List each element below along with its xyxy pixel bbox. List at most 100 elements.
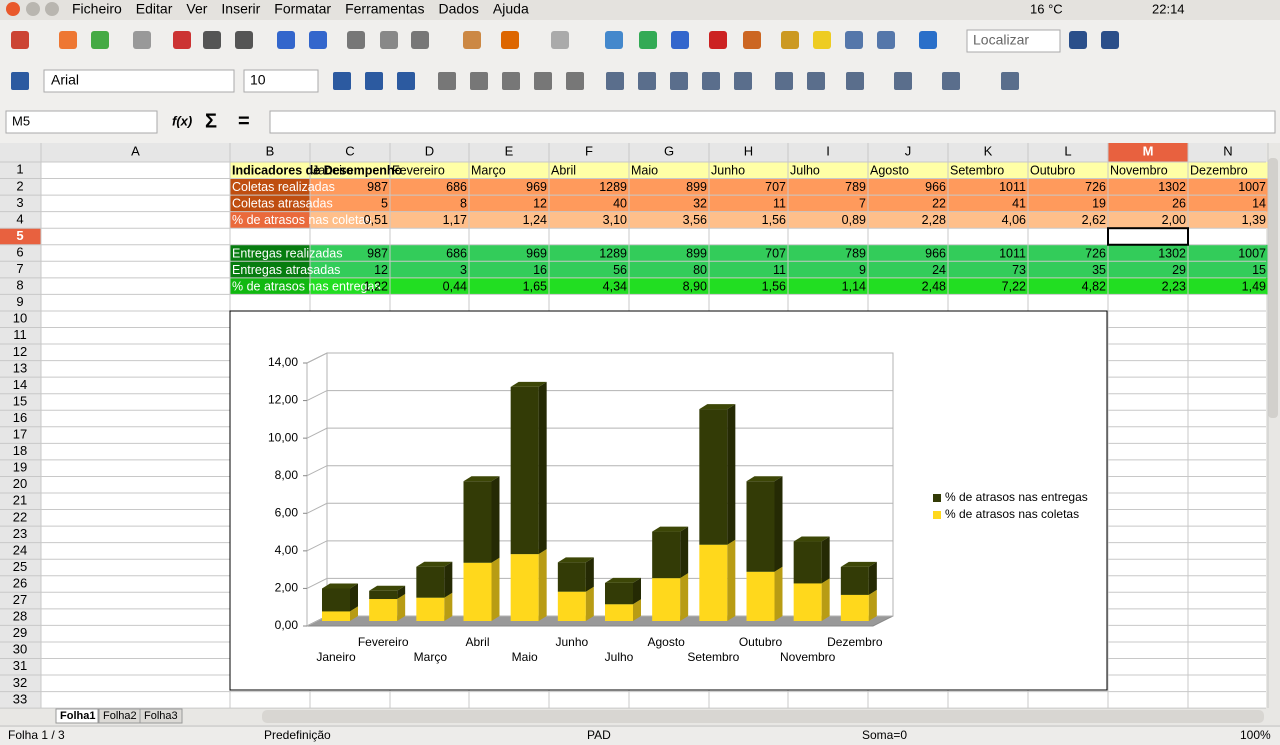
formula-symbol[interactable]: f(x)	[172, 113, 192, 128]
menu-item[interactable]: Formatar	[274, 1, 331, 17]
toolbar-icon[interactable]	[11, 31, 29, 49]
close-button[interactable]	[6, 2, 20, 16]
toolbar-icon[interactable]	[173, 31, 191, 49]
toolbar-icon[interactable]	[380, 31, 398, 49]
formula-symbol[interactable]: Σ	[205, 110, 217, 132]
column-header: H	[744, 143, 753, 158]
sheet-tab-label[interactable]: Folha2	[103, 710, 137, 722]
cell	[788, 244, 868, 262]
toolbar-icon[interactable]	[463, 31, 481, 49]
y-tick-label: 12,00	[268, 393, 298, 407]
toolbar-icon[interactable]	[309, 31, 327, 49]
toolbar-icon[interactable]	[1069, 31, 1087, 49]
cell-text: 789	[845, 246, 866, 260]
toolbar-icon[interactable]	[702, 72, 720, 90]
toolbar-icon[interactable]	[894, 72, 912, 90]
menu-item[interactable]: Ferramentas	[345, 1, 424, 17]
menu-item[interactable]: Editar	[136, 1, 173, 17]
cell-text: 1007	[1238, 180, 1266, 194]
toolbar-icon[interactable]	[235, 31, 253, 49]
toolbar-icon[interactable]	[566, 72, 584, 90]
toolbar-icon[interactable]	[605, 31, 623, 49]
name-box[interactable]	[5, 110, 158, 134]
toolbar-icon[interactable]	[333, 72, 351, 90]
toolbar-icon[interactable]	[775, 72, 793, 90]
toolbar-icon[interactable]	[942, 72, 960, 90]
menu-item[interactable]: Ficheiro	[72, 1, 122, 17]
toolbar-icon[interactable]	[91, 31, 109, 49]
cell	[390, 195, 469, 212]
cell	[948, 244, 1028, 262]
cell-text: Setembro	[950, 164, 1004, 178]
toolbar-icon[interactable]	[606, 72, 624, 90]
toolbar-icon[interactable]	[781, 31, 799, 49]
toolbar-icon[interactable]	[347, 31, 365, 49]
sheet-tab[interactable]	[55, 708, 99, 724]
search-label[interactable]: Localizar	[973, 32, 1029, 48]
menu-item[interactable]: Ajuda	[493, 1, 529, 17]
toolbar-icon[interactable]	[203, 31, 221, 49]
sheet-tab-label[interactable]: Folha1	[60, 710, 95, 722]
v-scroll-thumb[interactable]	[1268, 158, 1278, 418]
toolbar-icon[interactable]	[411, 31, 429, 49]
toolbar-icon[interactable]	[638, 72, 656, 90]
toolbar-icon[interactable]	[438, 72, 456, 90]
column-header: E	[505, 143, 514, 158]
toolbar-icon[interactable]	[807, 72, 825, 90]
cell-text: 1,49	[1242, 279, 1266, 293]
toolbar-icon[interactable]	[877, 31, 895, 49]
maximize-button[interactable]	[45, 2, 59, 16]
toolbar-icon[interactable]	[1101, 31, 1119, 49]
toolbar-icon[interactable]	[919, 31, 937, 49]
toolbar-icon[interactable]	[502, 72, 520, 90]
search-box[interactable]	[966, 29, 1061, 53]
size-box[interactable]	[243, 69, 319, 93]
toolbar-icon[interactable]	[813, 31, 831, 49]
menu-item[interactable]: Dados	[438, 1, 478, 17]
cell	[390, 261, 469, 278]
toolbar-icon[interactable]	[743, 31, 761, 49]
toolbar-icon[interactable]	[133, 31, 151, 49]
toolbar-icon[interactable]	[501, 31, 519, 49]
toolbar-icon[interactable]	[365, 72, 383, 90]
toolbar-icon[interactable]	[470, 72, 488, 90]
toolbar-icon[interactable]	[277, 31, 295, 49]
cell	[1108, 244, 1188, 262]
formula-symbol[interactable]: =	[238, 110, 250, 132]
toolbar-icon[interactable]	[709, 31, 727, 49]
font-box[interactable]	[43, 69, 235, 93]
cell-text: 3,56	[683, 213, 707, 227]
toolbar-icon[interactable]	[397, 72, 415, 90]
toolbar-icon[interactable]	[845, 31, 863, 49]
toolbar-icon[interactable]	[534, 72, 552, 90]
cell	[629, 178, 709, 196]
toolbar-icon[interactable]	[551, 31, 569, 49]
row-header: 10	[13, 311, 27, 326]
sheet-tab[interactable]	[139, 708, 183, 724]
toolbar-icon[interactable]	[1001, 72, 1019, 90]
cell	[469, 244, 549, 262]
bar-top	[605, 577, 641, 583]
font-name[interactable]: Arial	[51, 72, 79, 88]
toolbar-icon[interactable]	[11, 72, 29, 90]
h-scrollbar[interactable]	[262, 710, 1264, 723]
toolbar-icon[interactable]	[734, 72, 752, 90]
toolbar-icon[interactable]	[59, 31, 77, 49]
toolbar-icon[interactable]	[639, 31, 657, 49]
minimize-button[interactable]	[26, 2, 40, 16]
menu-item[interactable]: Inserir	[221, 1, 260, 17]
cell-ref[interactable]: M5	[12, 113, 30, 128]
formula-input[interactable]	[269, 110, 1276, 134]
font-size[interactable]: 10	[250, 72, 266, 88]
cell-text: 4,06	[1002, 213, 1026, 227]
cell	[310, 162, 390, 179]
row-header: 33	[13, 691, 27, 706]
menu-item[interactable]: Ver	[186, 1, 207, 17]
toolbar-icon[interactable]	[671, 31, 689, 49]
cell-text: 1,24	[523, 213, 547, 227]
column-header: A	[131, 143, 140, 158]
toolbar-icon[interactable]	[846, 72, 864, 90]
toolbar-icon[interactable]	[670, 72, 688, 90]
sheet-tab-label[interactable]: Folha3	[144, 710, 178, 722]
cell	[1188, 178, 1268, 196]
